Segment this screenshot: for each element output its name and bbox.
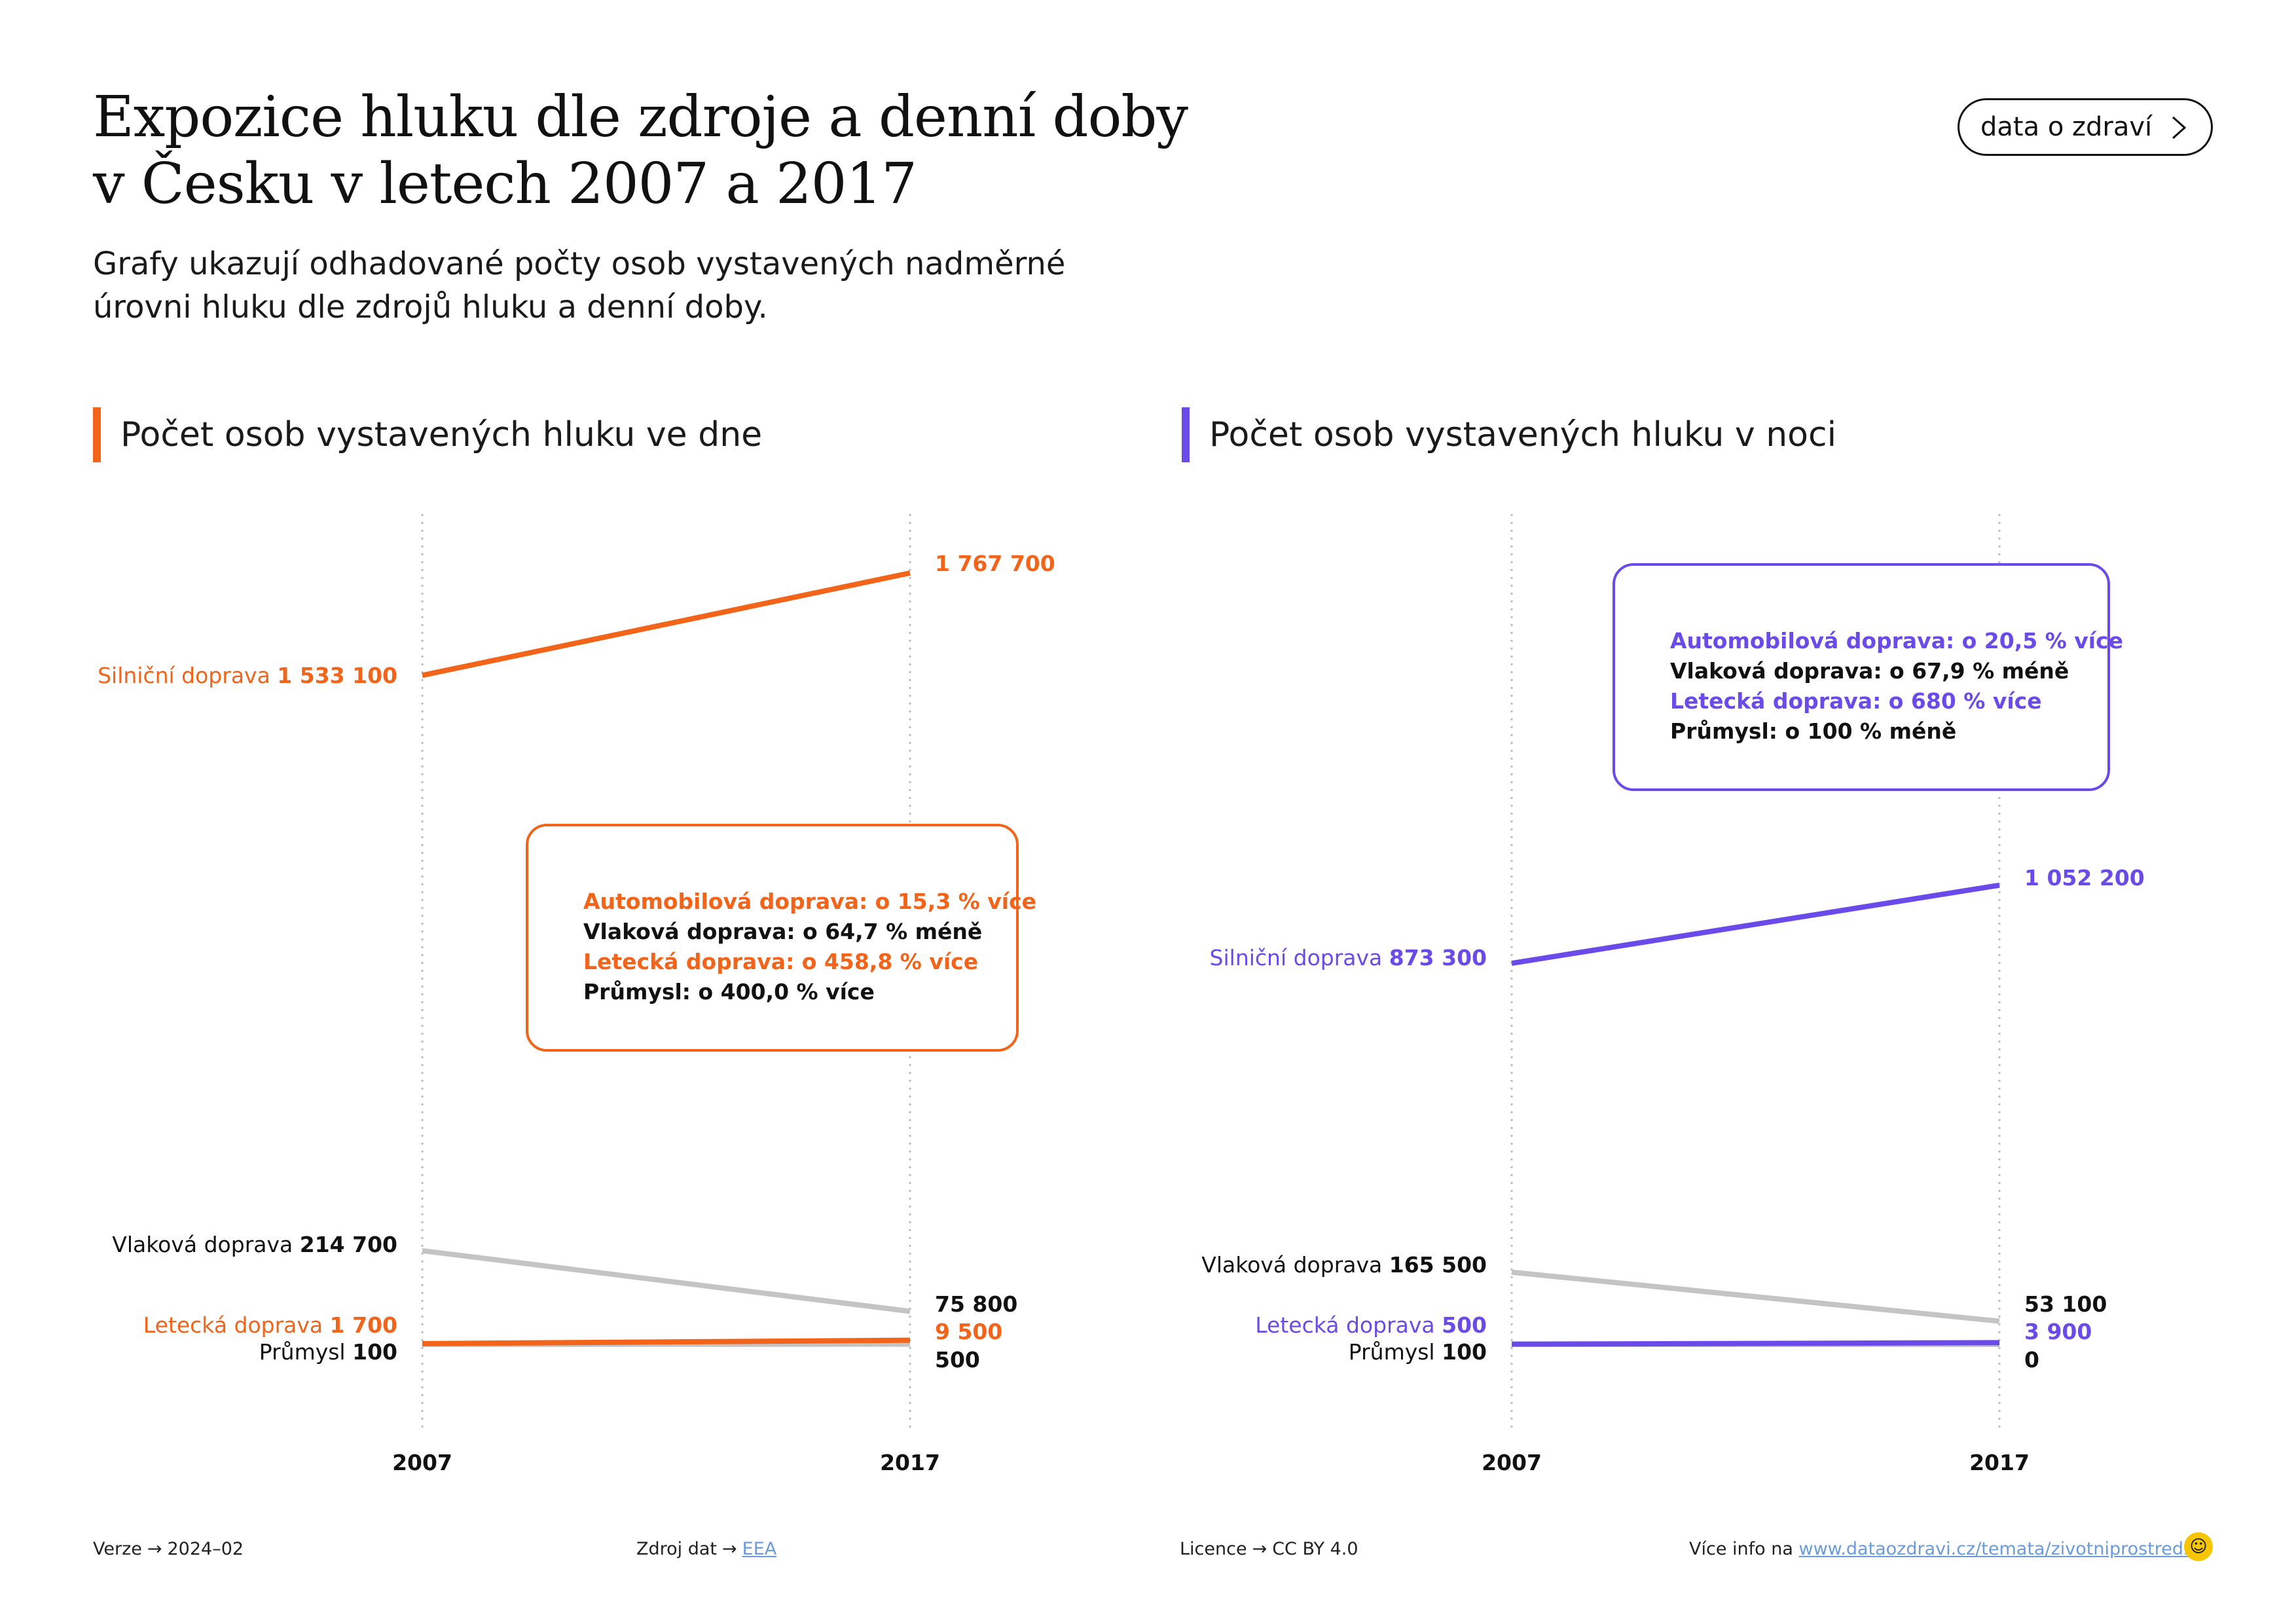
- callout-line: Automobilová doprava: o 15,3 % více: [583, 889, 1037, 914]
- data-o-zdravi-button[interactable]: data o zdraví: [1958, 98, 2213, 156]
- day-chart-title: Počet osob vystavených hluku ve dne: [120, 415, 763, 454]
- series-line: [1511, 882, 2000, 966]
- callout-line: Průmysl: o 100 % méně: [1670, 718, 1957, 744]
- night-accent-bar: [1182, 407, 1190, 462]
- footer-more-info: Více info na www.dataozdravi.cz/temata/z…: [1689, 1539, 2189, 1559]
- license-label: Licence: [1180, 1539, 1247, 1559]
- series-start-label: Vlaková doprava 214 700: [112, 1232, 397, 1257]
- series-start-label: Letecká doprava 500: [1255, 1312, 1487, 1338]
- footer-version: Verze → 2024–02: [93, 1539, 244, 1559]
- footer-source: Zdroj dat → EEA: [636, 1539, 776, 1559]
- night-chart-heading: Počet osob vystavených hluku v noci: [1182, 406, 1836, 464]
- night-change-callout: Automobilová doprava: o 20,5 % více Vlak…: [1613, 563, 2124, 791]
- night-chart: 2007 2017 Silniční doprava 873 300 1 052 20…: [1201, 514, 2145, 1475]
- data-label: 873 300: [1389, 945, 1487, 970]
- callout-line: Průmysl: o 400,0 % více: [583, 979, 875, 1005]
- x-tick-label: 2007: [392, 1450, 452, 1475]
- subtitle-line-1: Grafy ukazují odhadované počty osob vyst…: [93, 246, 1066, 282]
- footer-license: Licence → CC BY 4.0: [1180, 1539, 1358, 1559]
- night-chart-title: Počet osob vystavených hluku v noci: [1209, 415, 1837, 454]
- series-line: [422, 1247, 911, 1314]
- arrow-icon: →: [147, 1539, 162, 1559]
- arrow-icon: →: [722, 1539, 737, 1559]
- x-tick-label: 2017: [880, 1450, 940, 1475]
- series-line: [1511, 1269, 2000, 1324]
- callout-line: Automobilová doprava: o 20,5 % více: [1670, 628, 2124, 654]
- data-label: 1 767 700: [935, 551, 1055, 576]
- callout-line: Vlaková doprava: o 64,7 % méně: [583, 919, 983, 944]
- license-value: CC BY 4.0: [1272, 1539, 1358, 1559]
- version-value: 2024–02: [167, 1539, 244, 1559]
- data-label: 500: [935, 1347, 980, 1373]
- data-label: 100: [1442, 1339, 1487, 1365]
- data-label: 1 052 200: [2024, 865, 2145, 891]
- series-line: [1511, 1340, 2000, 1347]
- series-start-label: Průmysl 100: [1349, 1339, 1487, 1365]
- data-label: 9 500: [935, 1319, 1002, 1344]
- source-label: Zdroj dat: [636, 1539, 718, 1559]
- brand-logo-icon: ☺: [2184, 1532, 2213, 1561]
- series-start-label: Vlaková doprava 165 500: [1201, 1252, 1487, 1278]
- data-label: 0: [2024, 1347, 2039, 1373]
- data-label: 165 500: [1389, 1252, 1487, 1278]
- series-name: Vlaková doprava: [1201, 1252, 1389, 1278]
- data-label: 75 800: [935, 1291, 1017, 1317]
- chevron-right-icon: [2172, 116, 2187, 139]
- series-start-label: Letecká doprava 1 700: [143, 1312, 397, 1338]
- more-info-link[interactable]: www.dataozdravi.cz/temata/zivotniprostre…: [1798, 1539, 2189, 1559]
- data-label: 214 700: [300, 1232, 397, 1257]
- data-label: 100: [352, 1339, 397, 1365]
- series-name: Letecká doprava: [1255, 1312, 1442, 1338]
- series-start-label: Silniční doprava 873 300: [1210, 945, 1487, 970]
- x-tick-label: 2017: [1969, 1450, 2030, 1475]
- page-title: Expozice hluku dle zdroje a denní doby v…: [93, 84, 1337, 217]
- series-name: Vlaková doprava: [112, 1232, 299, 1257]
- day-chart: 2007 2017 Silniční doprava 1 533 100 1 767 …: [98, 514, 1055, 1475]
- day-accent-bar: [93, 407, 101, 462]
- callout-line: Letecká doprava: o 680 % více: [1670, 688, 2042, 714]
- series-line: [422, 1337, 911, 1346]
- day-change-callout: Automobilová doprava: o 15,3 % více Vlak…: [526, 824, 1037, 1052]
- arrow-icon: →: [1252, 1539, 1267, 1559]
- nav-button-label: data o zdraví: [1980, 112, 2153, 142]
- series-name: Průmysl: [1349, 1339, 1442, 1365]
- data-label: 1 700: [330, 1312, 397, 1338]
- callout-line: Letecká doprava: o 458,8 % více: [583, 949, 979, 974]
- version-label: Verze: [93, 1539, 142, 1559]
- series-line: [422, 570, 911, 678]
- series-name: Silniční doprava: [98, 663, 277, 688]
- more-info-label: Více info na: [1689, 1539, 1793, 1559]
- series-start-label: Silniční doprava 1 533 100: [98, 663, 397, 688]
- callout-line: Vlaková doprava: o 67,9 % méně: [1670, 658, 2069, 684]
- series-start-label: Průmysl 100: [259, 1339, 397, 1365]
- subtitle-line-2: úrovni hluku dle zdrojů hluku a denní do…: [93, 289, 768, 325]
- data-label: 53 100: [2024, 1291, 2107, 1317]
- data-label: 500: [1442, 1312, 1487, 1338]
- page-subtitle: Grafy ukazují odhadované počty osob vyst…: [93, 242, 1337, 329]
- series-name: Průmysl: [259, 1339, 352, 1365]
- data-label: 3 900: [2024, 1319, 2092, 1344]
- source-link[interactable]: EEA: [742, 1539, 777, 1559]
- x-tick-label: 2007: [1482, 1450, 1542, 1475]
- series-name: Silniční doprava: [1210, 945, 1389, 970]
- day-chart-heading: Počet osob vystavených hluku ve dne: [93, 406, 762, 464]
- data-label: 1 533 100: [277, 663, 397, 688]
- title-line-1: Expozice hluku dle zdroje a denní doby: [93, 84, 1188, 150]
- series-name: Letecká doprava: [143, 1312, 330, 1338]
- title-line-2: v Česku v letech 2007 a 2017: [93, 151, 917, 217]
